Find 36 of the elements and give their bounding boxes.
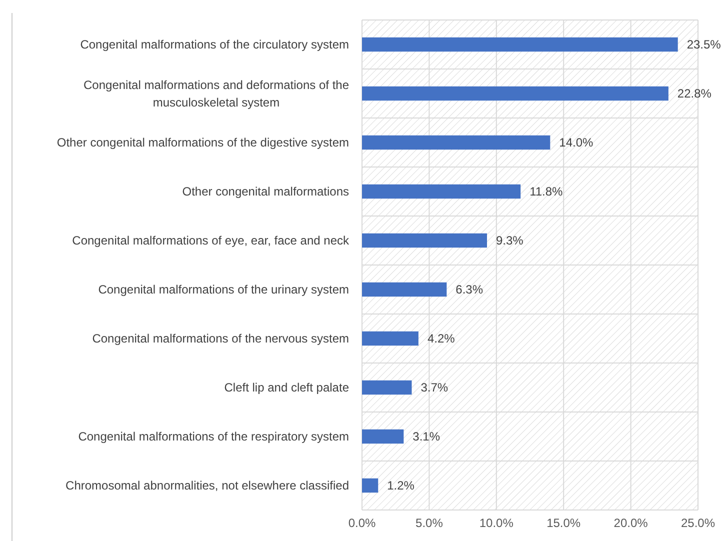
x-tick-label: 0.0% [348,516,376,530]
data-label: 14.0% [559,136,594,150]
x-tick-label: 10.0% [479,516,514,530]
y-tick-label: Congenital malformations of the respiratory system [78,430,350,444]
bar [362,233,487,248]
bar [362,37,678,52]
x-tick-label: 20.0% [614,516,648,530]
data-label: 22.8% [677,86,712,101]
x-tick-label: 5.0% [416,516,444,530]
y-tick-label: Other congenital malformations of the digestive system [56,136,349,150]
y-tick-label: Congenital malformations of the urinary system [98,282,350,297]
y-tick-label: Congenital malformations and deformations of the musculoskeletal system [84,78,350,110]
y-tick-label: Congenital malformations of the nervous system [92,332,350,346]
y-tick-label: Cleft lip and cleft palate [224,380,350,395]
data-label: 9.3% [496,234,524,248]
data-label: 23.5% [686,38,721,52]
x-tick-label: 15.0% [546,516,581,530]
y-tick-label: Chromosomal abnormalities, not elsewhere classified [66,478,350,493]
data-label: 3.1% [412,430,440,444]
x-tick-label: 25.0% [680,516,716,530]
bar [362,429,404,444]
y-tick-label: Other congenital malformations [182,184,349,199]
data-label: 1.2% [387,478,415,493]
data-label: 11.8% [530,184,564,199]
bar [362,282,447,297]
data-label: 4.2% [427,332,456,346]
bar [362,86,668,101]
bar [362,380,412,395]
bar [362,331,418,346]
data-label: 3.7% [420,380,448,395]
bar [362,184,521,199]
y-tick-label: Congenital malformations of the circulatory system [80,38,350,52]
y-tick-label: Congenital malformations of eye, ear, face and neck [72,234,350,248]
bar [362,135,550,150]
data-label: 6.3% [456,282,484,297]
bar [362,478,378,493]
